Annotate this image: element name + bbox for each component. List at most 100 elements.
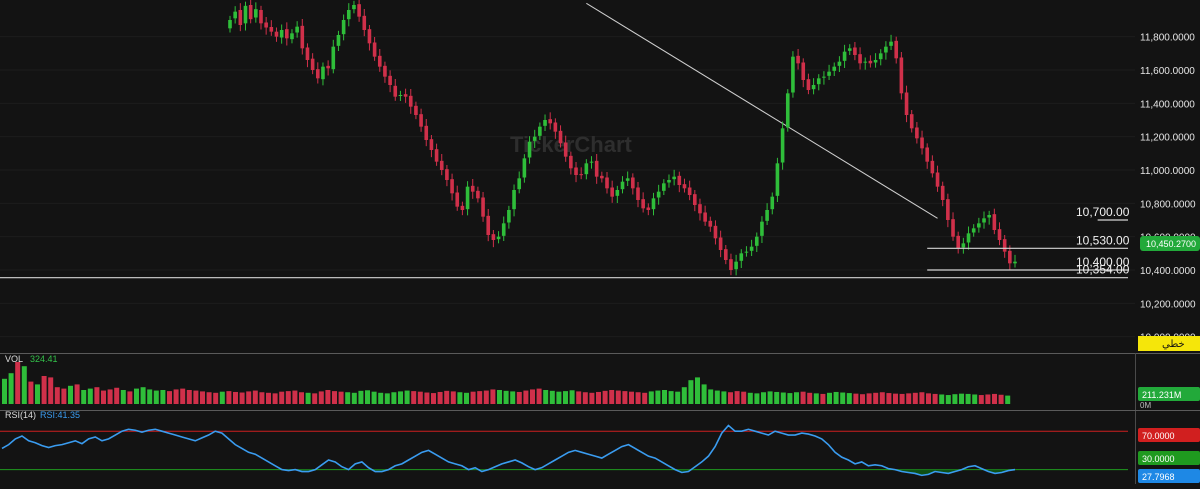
- volume-bar: [384, 393, 390, 404]
- chart-type-label[interactable]: خطي: [1162, 339, 1185, 350]
- candle-body: [481, 197, 485, 217]
- volume-bar: [754, 393, 760, 404]
- candle-body: [971, 228, 976, 233]
- volume-bar: [701, 384, 707, 404]
- candle-body: [419, 114, 423, 127]
- candle-body: [878, 53, 883, 60]
- candle-body: [243, 5, 248, 24]
- candle-body: [310, 58, 315, 70]
- volume-bar: [992, 393, 997, 404]
- volume-bar: [28, 381, 34, 404]
- volume-bar: [879, 392, 885, 404]
- volume-bar: [285, 391, 291, 404]
- level-label: 10,354.00: [1076, 263, 1130, 277]
- candle-body: [946, 199, 950, 220]
- candle-body: [279, 30, 284, 38]
- volume-bar: [622, 391, 628, 404]
- candle-body: [801, 62, 806, 80]
- volume-bar: [233, 391, 238, 404]
- candle-body: [285, 29, 289, 39]
- candle-body: [667, 180, 671, 183]
- chart-type-button[interactable]: [1138, 336, 1200, 351]
- candle-body: [692, 194, 697, 205]
- volume-bar: [54, 387, 60, 404]
- volume-bar: [338, 391, 344, 404]
- price-tick: 10,400.0000: [1140, 266, 1196, 277]
- candle-body: [925, 147, 930, 162]
- volume-bar: [932, 393, 938, 404]
- volume-bar: [510, 391, 516, 404]
- volume-bar: [635, 392, 641, 404]
- candle-body: [238, 10, 243, 25]
- candle-body: [439, 160, 444, 170]
- volume-bar: [200, 391, 205, 404]
- volume-bar: [972, 394, 978, 404]
- candle-body: [445, 169, 449, 180]
- candle-body: [935, 172, 940, 187]
- candle-body: [352, 5, 356, 10]
- candle-body: [899, 57, 904, 94]
- candle-body: [770, 196, 775, 210]
- candle-body: [491, 234, 496, 240]
- candle-body: [465, 186, 470, 210]
- volume-bar: [721, 391, 727, 404]
- volume-bar: [305, 392, 311, 404]
- candle-body: [403, 94, 408, 97]
- candle-body: [393, 85, 398, 97]
- candle-body: [305, 47, 310, 60]
- volume-bar: [193, 390, 199, 404]
- volume-bar: [483, 390, 489, 404]
- candle-body: [884, 46, 888, 53]
- candle-body: [486, 215, 491, 235]
- candle-body: [966, 233, 971, 243]
- volume-bar: [629, 391, 634, 404]
- candle-body: [248, 5, 253, 20]
- candle-body: [398, 95, 403, 96]
- volume-bar: [536, 388, 542, 404]
- volume-bar: [840, 392, 846, 404]
- volume-bar: [866, 393, 872, 404]
- candle-body: [315, 69, 320, 79]
- candle-body: [460, 205, 465, 210]
- candle-body: [367, 29, 372, 44]
- volume-bar: [35, 384, 40, 404]
- candle-body: [321, 66, 325, 80]
- candle-body: [372, 42, 377, 57]
- volume-axis-label: 0M: [1140, 401, 1151, 410]
- volume-bar: [589, 392, 595, 404]
- rsi-label: RSI(14): [5, 410, 36, 420]
- volume-bar: [219, 391, 225, 404]
- candle-body: [532, 136, 537, 141]
- candle-body: [837, 61, 842, 66]
- volume-bar: [747, 392, 753, 404]
- candle-body: [362, 15, 367, 30]
- volume-bar: [549, 390, 555, 404]
- rsi-low-label: 30.0000: [1142, 454, 1175, 464]
- candle-body: [429, 139, 434, 150]
- volume-bar: [266, 392, 271, 404]
- candle-body: [734, 261, 738, 270]
- candle-body: [822, 76, 826, 78]
- candle-body: [290, 33, 294, 40]
- volume-bar: [299, 392, 304, 404]
- volume-bar: [912, 392, 918, 404]
- volume-bar: [345, 392, 351, 404]
- volume-bar: [378, 392, 384, 404]
- volume-last-label: 211.231M: [1142, 390, 1181, 400]
- candle-body: [873, 60, 878, 63]
- volume-bar: [516, 391, 522, 404]
- candle-body: [806, 79, 811, 90]
- volume-bar: [87, 388, 93, 404]
- volume-bar: [180, 388, 186, 404]
- rsi-line: [1, 424, 1016, 477]
- candle-body: [553, 122, 558, 132]
- candle-body: [791, 56, 795, 93]
- volume-bar: [609, 390, 615, 404]
- candle-body: [951, 219, 955, 237]
- candle-body: [646, 207, 651, 210]
- volume-bar: [74, 384, 80, 404]
- last-price-badge: [1140, 236, 1200, 251]
- candle-body: [708, 220, 713, 227]
